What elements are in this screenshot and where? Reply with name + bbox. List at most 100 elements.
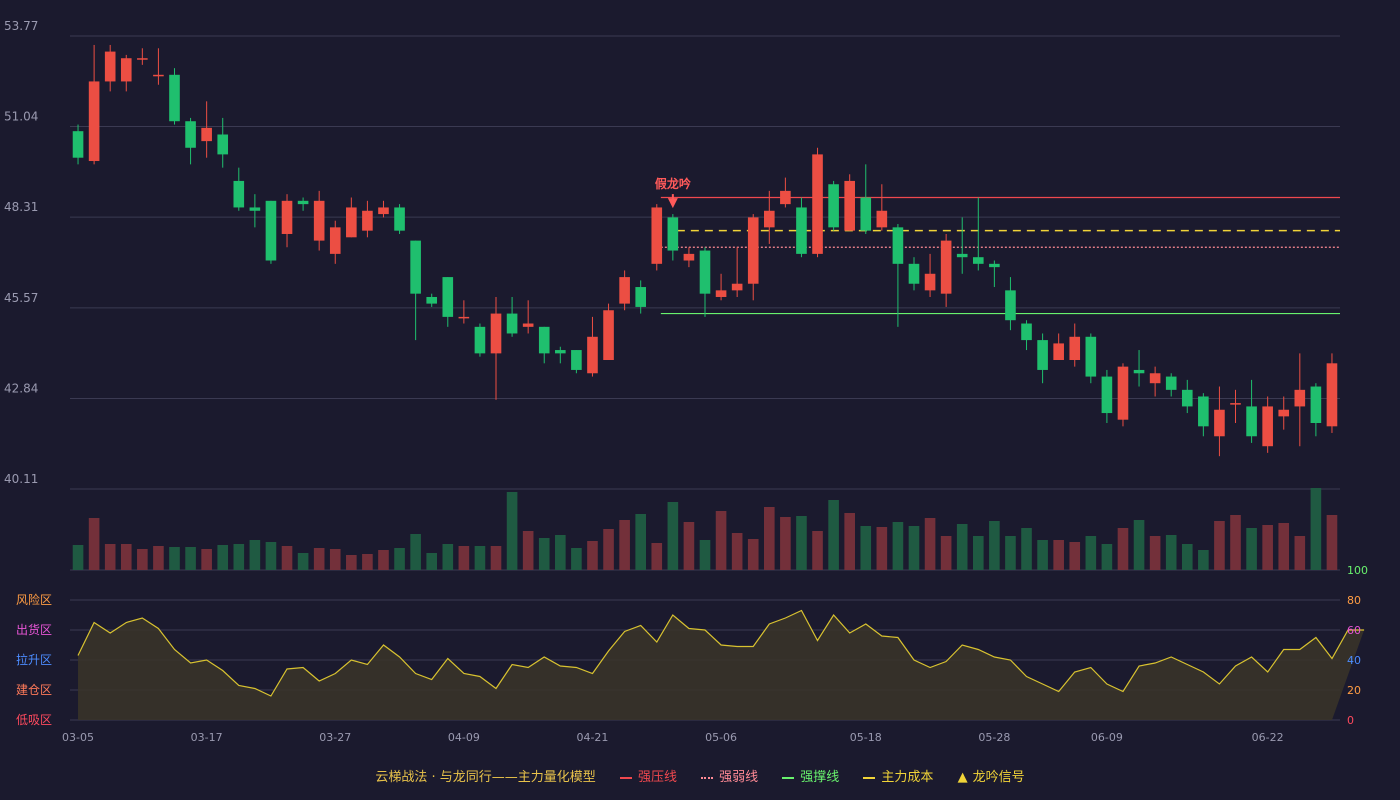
candle-body xyxy=(1053,343,1064,360)
candle-body xyxy=(603,310,614,360)
candle-body xyxy=(474,326,486,354)
candle-body xyxy=(297,200,309,205)
volume-bar xyxy=(522,531,534,570)
legend-item-support[interactable]: 强撑线 xyxy=(782,766,839,785)
volume-bar xyxy=(876,527,888,570)
volume-bar xyxy=(1246,528,1257,570)
volume-bar xyxy=(667,502,679,570)
candle-body xyxy=(233,180,245,208)
triangle-icon: ▲ xyxy=(957,770,968,785)
candle-body xyxy=(1230,403,1241,405)
volume-bar xyxy=(378,550,389,570)
candle-body xyxy=(989,263,1000,268)
volume-bar xyxy=(217,545,229,570)
volume-bar xyxy=(169,547,180,570)
legend-item-pressure[interactable]: 强压线 xyxy=(619,766,677,785)
volume-bar xyxy=(1069,542,1081,570)
x-tick-label: 05-18 xyxy=(850,731,882,744)
volume-bar xyxy=(346,555,357,570)
zone-label: 低吸区 xyxy=(16,713,52,727)
volume-bar xyxy=(426,553,438,570)
volume-bar xyxy=(249,540,261,570)
volume-bar xyxy=(506,492,518,570)
candle-body xyxy=(442,277,454,317)
candle-body xyxy=(313,200,325,241)
price-tick-label: 42.84 xyxy=(4,381,38,395)
candle-body xyxy=(715,290,727,297)
volume-bar xyxy=(844,513,855,570)
volume-bar xyxy=(185,547,196,570)
volume-bar xyxy=(442,544,454,570)
candle-body xyxy=(1005,290,1016,321)
candle-body xyxy=(362,210,373,231)
volume-bar xyxy=(715,511,727,570)
candle-body xyxy=(1181,389,1193,407)
price-tick-label: 48.31 xyxy=(4,200,38,214)
volume-bar xyxy=(860,526,872,570)
volume-bar xyxy=(1085,536,1097,570)
volume-bar xyxy=(313,548,325,570)
indicator-tick-label: 20 xyxy=(1347,684,1361,697)
legend-item-cost[interactable]: 主力成本 xyxy=(863,766,933,785)
volume-bar xyxy=(699,540,711,570)
candle-body xyxy=(619,277,630,304)
candle-body xyxy=(844,180,855,231)
zone-label: 出货区 xyxy=(16,622,52,637)
price-tick-label: 40.11 xyxy=(4,472,38,486)
candle-body xyxy=(72,131,84,158)
candle-body xyxy=(972,257,984,264)
volume-bar xyxy=(812,531,823,570)
candle-body xyxy=(1262,406,1273,447)
chart-canvas: 53.77 51.04 48.31 45.57 42.84 40.11 假龙吟风险区出货区拉… xyxy=(4,19,1368,744)
candle-body xyxy=(892,227,904,264)
candle-body xyxy=(956,253,968,258)
volume-bar xyxy=(458,546,470,570)
volume-bar xyxy=(619,520,630,570)
candle-body xyxy=(763,210,775,228)
indicator-tick-label: 60 xyxy=(1347,624,1361,637)
legend-item-weak[interactable]: 强弱线 xyxy=(701,766,758,785)
legend: 云梯战法 · 与龙同行——主力量化模型 强压线 强弱线 强撑线 主力成本 ▲ 龙吟… xyxy=(0,766,1400,785)
signal-arrow-icon xyxy=(667,198,678,209)
candle-body xyxy=(1278,409,1290,417)
volume-bar xyxy=(1198,550,1209,570)
candle-body xyxy=(88,81,100,162)
candle-body xyxy=(265,200,277,261)
candle-body xyxy=(249,207,261,211)
candle-body xyxy=(1101,376,1113,414)
candle-body xyxy=(940,240,952,294)
volume-bar xyxy=(153,546,164,570)
volume-bar xyxy=(972,536,984,570)
candle-body xyxy=(1246,406,1257,437)
volume-bar xyxy=(908,526,920,570)
candle-body xyxy=(812,154,823,254)
candle-body xyxy=(1165,376,1177,390)
candle-body xyxy=(555,350,566,354)
candle-body xyxy=(1085,336,1097,377)
candle-body xyxy=(1310,386,1322,424)
candle-body xyxy=(924,273,936,291)
volume-bar xyxy=(1262,525,1273,570)
volume-bar xyxy=(603,529,614,570)
candle-body xyxy=(137,58,148,60)
candle-body xyxy=(908,263,920,284)
candle-body xyxy=(587,336,598,374)
indicator-tick-label: 0 xyxy=(1347,714,1354,727)
candle-body xyxy=(876,210,888,228)
volume-bar xyxy=(1149,536,1161,570)
volume-bar xyxy=(587,541,598,570)
indicator-tick-label: 40 xyxy=(1347,654,1361,667)
indicator-line xyxy=(77,609,1365,697)
volume-bar xyxy=(490,546,502,570)
candle-body xyxy=(1214,409,1225,437)
legend-item-signal[interactable]: ▲ 龙吟信号 xyxy=(957,770,1025,785)
x-tick-label: 03-05 xyxy=(62,731,94,744)
volume-bar xyxy=(538,538,550,570)
legend-title: 云梯战法 · 与龙同行——主力量化模型 xyxy=(375,770,596,785)
volume-bar xyxy=(683,522,695,570)
candle-body xyxy=(699,250,711,294)
volume-bar xyxy=(1133,520,1145,570)
volume-bar xyxy=(1021,528,1032,570)
volume-bar xyxy=(651,543,663,570)
zone-label: 拉升区 xyxy=(16,652,52,667)
